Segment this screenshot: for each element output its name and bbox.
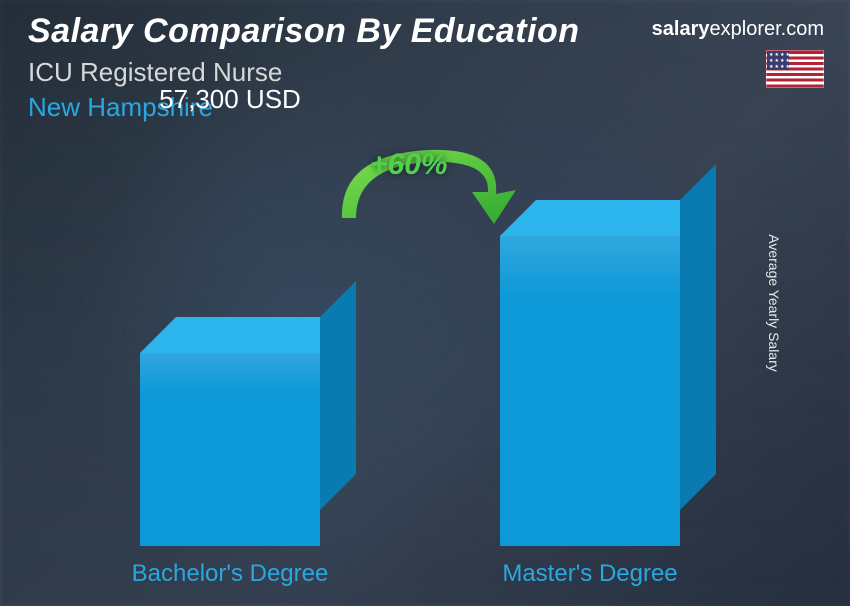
bar-label: Master's Degree xyxy=(480,560,700,588)
infographic-container: Salary Comparison By Education ICU Regis… xyxy=(0,0,850,606)
bar-label: Bachelor's Degree xyxy=(120,560,340,588)
usa-flag-icon xyxy=(766,50,824,88)
brand-rest: explorer.com xyxy=(710,18,825,40)
bar-side-face xyxy=(320,281,356,510)
bar-masters: 91,900 USD Master's Degree xyxy=(480,236,700,546)
bar-chart: 57,300 USD Bachelor's Degree 91,900 USD … xyxy=(80,146,780,546)
brand-watermark: salaryexplorer.com xyxy=(652,18,824,41)
brand-bold: salary xyxy=(652,18,710,40)
bar-3d xyxy=(500,236,680,546)
bar-front-face xyxy=(140,353,320,546)
bar-bachelors: 57,300 USD Bachelor's Degree xyxy=(120,353,340,546)
bar-side-face xyxy=(680,164,716,510)
bar-front-face xyxy=(500,236,680,546)
bar-3d xyxy=(140,353,320,546)
title: Salary Comparison By Education xyxy=(28,12,580,51)
bar-value: 57,300 USD xyxy=(100,84,360,115)
